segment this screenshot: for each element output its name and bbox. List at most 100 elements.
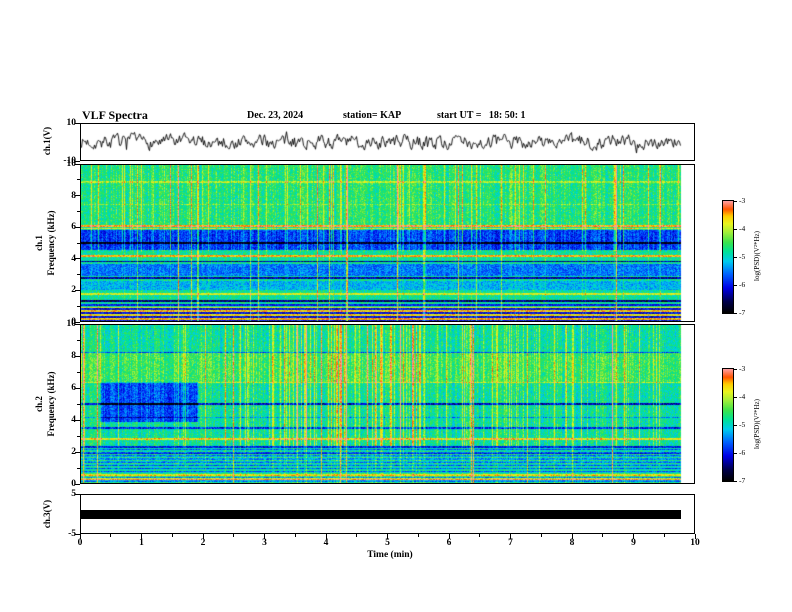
colorbar-tick-label: -4 — [739, 392, 746, 401]
y-tick-label: -5 — [68, 529, 76, 539]
colorbar-tick — [734, 284, 737, 286]
y-tick-label: 4 — [71, 415, 76, 425]
plot-title: VLF Spectra — [82, 108, 148, 122]
y-tick — [75, 387, 80, 389]
x-minor-tick — [233, 534, 235, 537]
y-tick-label: 0 — [71, 317, 76, 327]
ch1-waveform-canvas — [81, 124, 694, 160]
x-tick — [264, 534, 265, 539]
y-tick-label: 8 — [71, 351, 76, 361]
colorbar-tick-label: -5 — [739, 252, 746, 261]
y-tick — [75, 289, 80, 291]
ch1-frequency-axis-label: ch.1 Frequency (kHz) — [33, 163, 57, 323]
y-tick-label: 6 — [71, 222, 76, 233]
x-tick-label: 4 — [323, 538, 329, 548]
colorbar-tick-label: -7 — [739, 308, 746, 317]
x-tick-label: 10 — [690, 538, 700, 548]
x-tick-label: 6 — [446, 538, 452, 548]
y-minor-tick — [77, 403, 80, 405]
y-tick-label: 6 — [71, 383, 76, 393]
y-tick-label: 0 — [71, 479, 76, 489]
x-minor-tick — [171, 534, 173, 537]
y-minor-tick — [77, 274, 80, 276]
ch3-signal-bar — [81, 510, 681, 519]
colorbar-ch2 — [722, 368, 734, 482]
ch1-spectrogram-panel — [80, 164, 695, 322]
colorbar-tick-label: -4 — [739, 224, 746, 233]
y-tick — [75, 163, 80, 165]
y-tick — [75, 483, 80, 485]
y-tick — [75, 160, 80, 162]
y-tick — [75, 493, 80, 495]
y-tick — [75, 419, 80, 421]
colorbar-ch1 — [722, 200, 734, 314]
y-tick — [75, 533, 80, 535]
y-tick-label: -10 — [63, 156, 76, 166]
colorbar-tick-label: -3 — [739, 196, 746, 205]
x-tick — [448, 534, 450, 539]
x-minor-tick — [663, 534, 665, 537]
x-minor-tick — [110, 534, 112, 537]
x-tick-label: 2 — [200, 538, 206, 548]
plot-date: Dec. 23, 2024 — [247, 110, 304, 121]
plot-start-ut: start UT = 18: 50: 1 — [437, 110, 526, 121]
ch1-axis-channel-name: ch.1 — [34, 235, 44, 251]
colorbar-tick — [734, 424, 737, 426]
colorbar-ch1-canvas — [723, 201, 733, 313]
colorbar-tick — [734, 480, 737, 482]
x-tick-label: 7 — [508, 538, 513, 548]
colorbar-tick-label: -5 — [739, 420, 746, 429]
x-tick — [202, 534, 204, 539]
x-tick — [387, 534, 388, 539]
colorbar-tick-label: -6 — [739, 448, 746, 457]
ch2-spectrogram-panel — [80, 324, 695, 484]
y-tick — [75, 258, 80, 260]
x-minor-tick — [540, 534, 542, 537]
x-minor-tick — [294, 534, 296, 537]
x-tick — [79, 534, 81, 539]
y-tick-label: 10 — [66, 319, 77, 329]
ch3-voltage-axis-label: ch.3(V) — [42, 499, 52, 529]
x-tick-label: 3 — [262, 538, 267, 548]
ch2-frequency-axis-label: ch.2 Frequency (kHz) — [33, 324, 57, 484]
y-minor-tick — [77, 435, 80, 437]
y-tick-label: 2 — [71, 447, 76, 457]
x-tick — [571, 534, 573, 539]
colorbar-ch2-canvas — [723, 369, 733, 481]
ch2-spectrogram-canvas — [81, 325, 694, 483]
x-axis-label: Time (min) — [367, 550, 413, 560]
x-tick-label: 9 — [631, 538, 636, 548]
y-tick-label: 2 — [71, 285, 76, 296]
colorbar-tick — [734, 256, 737, 258]
ch2-axis-frequency-text: Frequency (kHz) — [46, 371, 56, 437]
x-minor-tick — [602, 534, 604, 537]
x-tick — [510, 534, 511, 539]
y-tick-label: 10 — [66, 118, 77, 128]
y-minor-tick — [77, 305, 80, 307]
plot-station: station= KAP — [343, 110, 402, 121]
x-tick-label: 0 — [77, 538, 83, 548]
y-tick — [75, 122, 80, 124]
x-minor-tick — [479, 534, 481, 537]
y-tick — [75, 323, 80, 325]
x-minor-tick — [356, 534, 358, 537]
x-tick — [325, 534, 327, 539]
ch1-waveform-panel — [80, 123, 695, 161]
y-tick-label: 5 — [71, 489, 76, 499]
y-tick — [75, 226, 80, 228]
colorbar-tick — [734, 312, 737, 314]
x-tick-label: 5 — [385, 538, 390, 548]
colorbar-tick — [734, 452, 737, 454]
y-minor-tick — [77, 242, 80, 244]
colorbar-tick — [734, 368, 737, 370]
colorbar-tick — [734, 396, 737, 398]
colorbar-tick — [734, 200, 737, 202]
y-tick-label: 8 — [71, 190, 76, 201]
y-tick — [75, 355, 80, 357]
x-tick-label: 1 — [139, 538, 144, 548]
ch3-panel — [80, 494, 695, 534]
x-tick — [141, 534, 142, 539]
colorbar-tick-label: -3 — [739, 364, 746, 373]
x-tick — [633, 534, 634, 539]
